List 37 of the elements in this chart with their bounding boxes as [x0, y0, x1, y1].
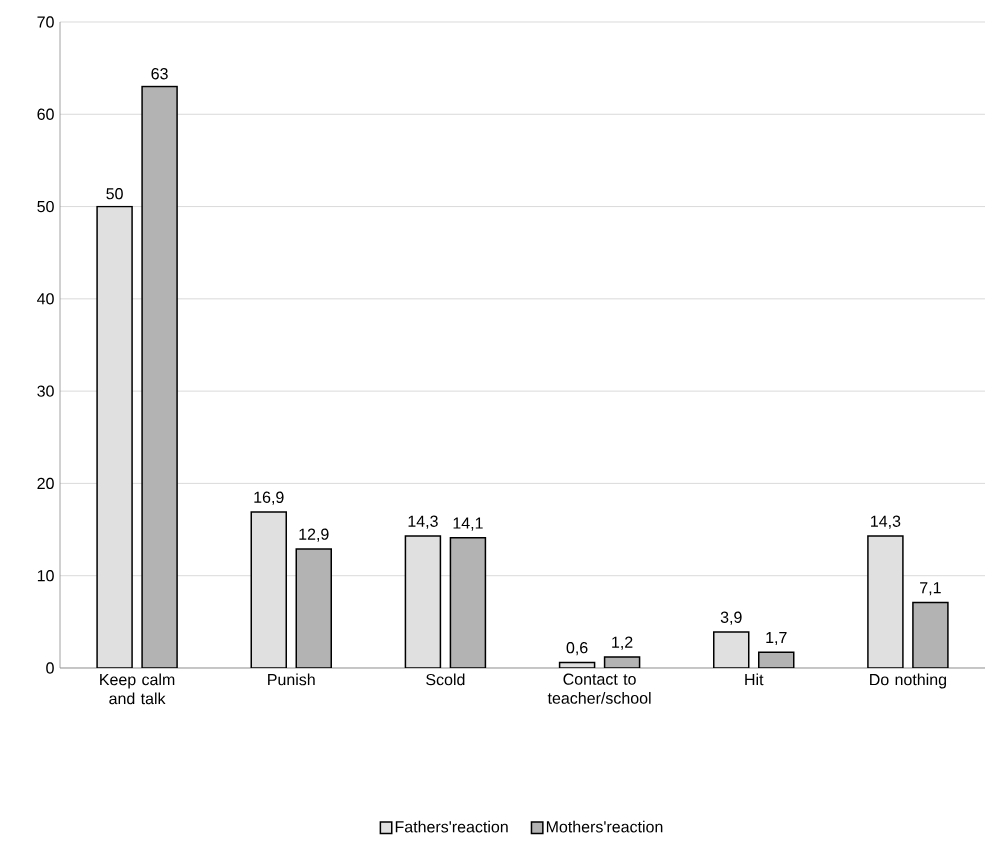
- data-label: 14,1: [453, 517, 483, 531]
- x-tick-label: Hit: [745, 673, 764, 686]
- bar: [713, 631, 750, 668]
- x-tick-label: Punish: [268, 673, 315, 686]
- x-tick-label: Contact to teacher/school: [547, 673, 651, 704]
- legend-label: Fathers'reaction: [395, 820, 508, 833]
- bar: [295, 548, 332, 668]
- data-label: 3,9: [720, 611, 742, 625]
- bar: [404, 535, 442, 668]
- y-tick-label: 0: [46, 662, 54, 674]
- data-label: 14,3: [871, 515, 901, 529]
- data-label: 16,9: [254, 491, 284, 505]
- bar: [867, 535, 904, 668]
- y-tick-label: 10: [37, 570, 54, 582]
- data-label: 12,9: [299, 528, 329, 542]
- data-label: 7,1: [920, 582, 941, 596]
- x-tick-label: Keep calm and talk: [100, 673, 175, 705]
- y-tick-label: 50: [37, 200, 54, 213]
- y-tick-label: 40: [37, 293, 54, 305]
- legend-label: Mothers'reaction: [546, 820, 663, 833]
- bar: [96, 205, 133, 668]
- y-tick-label: 20: [37, 477, 54, 490]
- data-label: 14,3: [408, 515, 438, 529]
- y-tick-label: 30: [37, 385, 54, 397]
- bar: [141, 85, 178, 668]
- data-label: 0,6: [566, 642, 588, 656]
- x-tick-label: Scold: [426, 673, 465, 686]
- y-tick-label: 70: [37, 16, 54, 28]
- data-label: 1,2: [612, 636, 633, 650]
- data-label: 63: [151, 68, 168, 80]
- bar: [250, 511, 287, 668]
- y-tick-label: 60: [37, 108, 54, 120]
- bar: [912, 601, 949, 668]
- bar: [449, 537, 487, 668]
- x-tick-label: Do nothing: [870, 673, 947, 689]
- data-label: 50: [106, 188, 123, 200]
- data-label: 1,7: [766, 632, 787, 646]
